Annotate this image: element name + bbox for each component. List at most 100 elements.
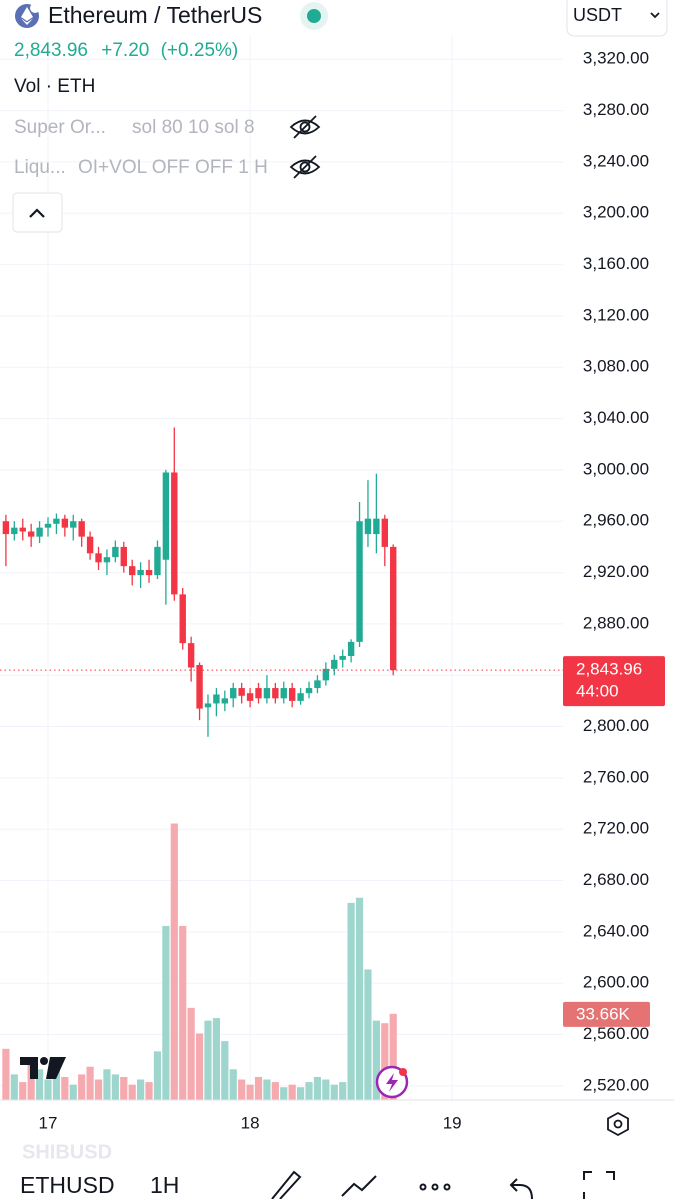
candle-body — [162, 472, 170, 560]
logo-badge — [30, 3, 40, 13]
last-price-box — [563, 656, 665, 707]
candle-body — [171, 472, 178, 595]
volume-bar — [305, 1082, 313, 1100]
volume-bar — [263, 1079, 271, 1100]
fullscreen-icon[interactable] — [583, 1171, 615, 1199]
header: Ethereum / TetherUS USDT 2,843.96 +7.20 … — [14, 0, 668, 61]
change-percent: (+0.25%) — [161, 40, 239, 61]
volume-bar — [355, 897, 364, 1100]
y-tick-label: 3,080.00 — [583, 357, 649, 376]
volume-bar — [69, 1084, 77, 1100]
volume-bar — [94, 1079, 103, 1100]
volume-bar — [19, 1082, 27, 1100]
candle-body — [238, 688, 245, 696]
collapse-caret — [29, 208, 45, 218]
y-tick-label: 2,920.00 — [583, 562, 649, 581]
indicator-params: OI+VOL OFF OFF 1 H — [78, 157, 268, 178]
currency-caret — [650, 12, 660, 19]
volume-bar — [389, 1013, 397, 1100]
eye-off-icon[interactable] — [289, 155, 321, 179]
status-dot — [307, 9, 321, 23]
volume-bar — [195, 1033, 204, 1100]
indicator-name[interactable]: Liqu... — [14, 157, 66, 178]
candle-body — [36, 527, 43, 537]
settings-icon-center — [613, 1119, 623, 1129]
volume-bar — [128, 1084, 136, 1100]
collapse-button[interactable] — [12, 192, 63, 233]
last-volume-label: 33.66K — [576, 1004, 631, 1023]
settings-icon[interactable] — [607, 1111, 629, 1137]
undo-icon[interactable] — [509, 1178, 533, 1199]
candle-body — [86, 536, 94, 554]
indicator-legend: Vol · ETH Super Or... sol 80 10 sol 8 Li… — [12, 76, 321, 233]
indicator-name[interactable]: Vol · ETH — [14, 76, 95, 97]
volume-bar — [162, 925, 170, 1100]
volume-bar — [120, 1076, 128, 1100]
lightning-button[interactable] — [375, 1065, 409, 1099]
candle-body — [356, 521, 363, 642]
footer-interval[interactable]: 1H — [150, 1172, 179, 1198]
volume-bar — [381, 1023, 389, 1100]
draw-tool-icon[interactable] — [271, 1170, 302, 1199]
y-tick-label: 2,680.00 — [583, 870, 649, 889]
candle-body — [339, 655, 346, 660]
candle-body — [19, 527, 26, 532]
x-tick-label: 17 — [39, 1113, 58, 1132]
volume-bar — [52, 1064, 61, 1100]
candle-body — [112, 546, 119, 558]
y-tick-label: 2,520.00 — [583, 1075, 649, 1094]
y-tick-label: 2,640.00 — [583, 921, 649, 940]
candle-body — [272, 688, 279, 699]
axis-layer: 3,320.00 3,280.00 3,240.00 3,200.00 3,160.00… — [0, 49, 674, 1132]
candle-body — [78, 521, 85, 537]
y-tick-label: 3,160.00 — [583, 254, 649, 273]
y-tick-label: 2,600.00 — [583, 973, 649, 992]
volume-bar — [170, 823, 178, 1100]
volume-bar — [339, 1082, 347, 1100]
y-tick-label: 2,720.00 — [583, 819, 649, 838]
last-volume-box — [563, 1001, 650, 1027]
countdown-label: 44:00 — [576, 682, 619, 701]
symbol-title[interactable]: Ethereum / TetherUS — [48, 2, 262, 28]
volume-bar — [280, 1087, 288, 1100]
volume-bar — [271, 1082, 279, 1100]
volume-bar — [61, 1076, 69, 1100]
candle-body — [373, 518, 380, 535]
last-price-label: 2,843.96 — [576, 660, 642, 679]
candle-body — [103, 557, 111, 563]
candle-body — [187, 643, 195, 668]
indicators-icon[interactable] — [341, 1175, 377, 1197]
candle-body — [297, 693, 304, 701]
candle-body — [44, 523, 52, 528]
volume-bar — [78, 1074, 86, 1100]
volume-layer — [2, 823, 397, 1100]
volume-bar — [246, 1084, 254, 1100]
y-tick-label: 3,200.00 — [583, 203, 649, 222]
candle-body — [390, 546, 397, 671]
indicator-name[interactable]: Super Or... — [14, 117, 106, 138]
volume-bar — [111, 1074, 119, 1100]
tv-logo — [20, 1057, 66, 1079]
volume-bar — [313, 1076, 322, 1100]
candle-body — [246, 693, 254, 701]
candle-body — [27, 531, 35, 537]
candle-body — [213, 694, 220, 704]
y-tick-label: 2,560.00 — [583, 1024, 649, 1043]
eye-off-icon[interactable] — [289, 115, 321, 139]
candle-body — [196, 664, 203, 709]
volume-bar — [153, 1051, 162, 1100]
currency-button[interactable] — [566, 0, 668, 37]
candle-body — [70, 521, 77, 528]
volume-bar — [221, 1041, 229, 1100]
candle-body — [314, 680, 321, 689]
candle-body — [145, 570, 153, 576]
volume-bar — [2, 1048, 10, 1100]
volume-bar — [364, 969, 372, 1100]
more-icon[interactable] — [419, 1183, 451, 1191]
y-tick-label: 2,960.00 — [583, 511, 649, 530]
volume-bar — [212, 1018, 220, 1100]
volume-bar — [347, 902, 355, 1100]
y-tick-label: 2,800.00 — [583, 716, 649, 735]
grid-layer — [0, 36, 563, 1100]
footer-symbol[interactable]: ETHUSD — [20, 1172, 115, 1198]
